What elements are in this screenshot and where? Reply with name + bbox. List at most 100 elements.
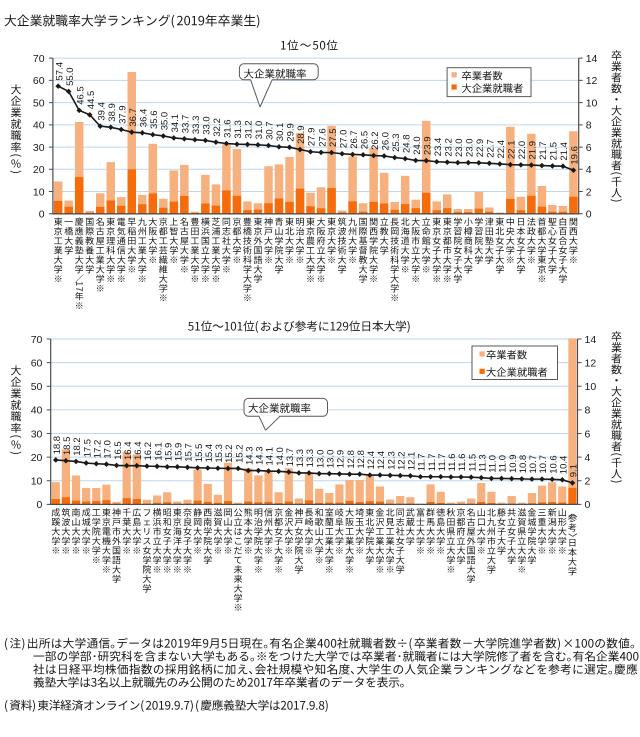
svg-text:11.0: 11.0 [488, 455, 499, 473]
svg-text:6: 6 [586, 142, 592, 154]
svg-text:35.0: 35.0 [160, 112, 171, 131]
svg-text:36.7: 36.7 [128, 108, 139, 127]
svg-text:0: 0 [37, 499, 43, 511]
svg-text:14.3: 14.3 [244, 447, 255, 466]
svg-text:33.7: 33.7 [181, 115, 192, 134]
svg-text:17.0: 17.0 [103, 440, 114, 459]
svg-text:12.1: 12.1 [407, 452, 418, 471]
svg-text:26.5: 26.5 [359, 131, 370, 150]
svg-text:30.1: 30.1 [275, 123, 286, 142]
svg-text:2: 2 [585, 476, 591, 488]
svg-text:14.0: 14.0 [275, 447, 286, 466]
svg-text:35.6: 35.6 [149, 111, 160, 130]
svg-text:15.9: 15.9 [163, 443, 174, 462]
svg-text:18.2: 18.2 [72, 437, 83, 456]
svg-text:16.4: 16.4 [123, 442, 134, 461]
svg-text:10.7: 10.7 [538, 455, 549, 474]
svg-text:27.5: 27.5 [328, 129, 339, 148]
svg-text:13.7: 13.7 [285, 448, 296, 467]
svg-text:10.8: 10.8 [518, 455, 529, 474]
svg-text:26.0: 26.0 [380, 132, 391, 151]
svg-text:31.3: 31.3 [233, 120, 244, 139]
svg-text:57.4: 57.4 [54, 62, 65, 81]
svg-text:10: 10 [585, 381, 597, 393]
svg-text:36.4: 36.4 [139, 109, 150, 128]
svg-text:27.0: 27.0 [338, 130, 349, 149]
svg-text:2: 2 [586, 186, 592, 198]
svg-text:32.2: 32.2 [212, 118, 223, 137]
svg-text:20: 20 [31, 452, 43, 464]
svg-text:16.4: 16.4 [133, 442, 144, 461]
svg-text:14.3: 14.3 [255, 447, 266, 466]
svg-text:27.6: 27.6 [317, 128, 328, 147]
svg-text:29.9: 29.9 [286, 123, 297, 142]
svg-text:44.5: 44.5 [86, 91, 97, 110]
svg-text:9.1: 9.1 [569, 464, 580, 477]
svg-text:11.7: 11.7 [417, 453, 428, 471]
svg-text:13.0: 13.0 [315, 450, 326, 469]
svg-text:10: 10 [33, 186, 45, 198]
svg-text:18.8: 18.8 [52, 436, 63, 455]
svg-text:21.7: 21.7 [538, 141, 549, 160]
svg-text:30: 30 [31, 428, 43, 440]
svg-text:10.7: 10.7 [528, 455, 539, 474]
svg-text:46.5: 46.5 [75, 86, 86, 105]
svg-text:70: 70 [33, 53, 45, 65]
svg-text:12.8: 12.8 [346, 450, 357, 469]
svg-text:38.9: 38.9 [107, 103, 118, 122]
svg-text:15.3: 15.3 [214, 444, 225, 463]
svg-text:16.1: 16.1 [153, 442, 164, 461]
svg-text:24.8: 24.8 [401, 135, 412, 154]
svg-text:40: 40 [33, 120, 45, 132]
svg-text:23.0: 23.0 [454, 139, 465, 158]
svg-text:12.9: 12.9 [336, 450, 347, 469]
svg-text:50: 50 [33, 97, 45, 109]
svg-text:11.0: 11.0 [498, 455, 509, 473]
svg-text:39.4: 39.4 [96, 102, 107, 121]
svg-text:10.4: 10.4 [559, 456, 570, 475]
svg-text:15.5: 15.5 [194, 444, 205, 463]
svg-text:31.6: 31.6 [223, 119, 234, 138]
svg-text:0: 0 [586, 209, 592, 221]
svg-text:20: 20 [33, 164, 45, 176]
svg-text:11.6: 11.6 [447, 454, 458, 472]
svg-text:30: 30 [33, 142, 45, 154]
svg-text:19.6: 19.6 [570, 146, 581, 165]
svg-text:27.9: 27.9 [307, 128, 318, 147]
svg-text:17.5: 17.5 [82, 439, 93, 458]
svg-text:15.9: 15.9 [174, 443, 185, 462]
svg-text:70: 70 [31, 334, 43, 346]
svg-text:22.9: 22.9 [475, 139, 486, 158]
svg-text:34.1: 34.1 [170, 114, 181, 133]
svg-text:22.7: 22.7 [486, 139, 497, 158]
svg-text:12.2: 12.2 [396, 452, 407, 471]
svg-text:10: 10 [31, 476, 43, 488]
svg-text:10: 10 [586, 97, 598, 109]
svg-text:23.0: 23.0 [465, 139, 476, 158]
svg-text:6: 6 [585, 428, 591, 440]
svg-text:23.4: 23.4 [433, 138, 444, 157]
svg-text:11.7: 11.7 [437, 453, 448, 471]
svg-text:31.2: 31.2 [244, 120, 255, 139]
svg-text:23.9: 23.9 [422, 137, 433, 156]
svg-text:14: 14 [586, 53, 598, 65]
svg-text:16.2: 16.2 [143, 442, 154, 461]
svg-text:12: 12 [585, 357, 597, 369]
svg-text:30.7: 30.7 [265, 121, 276, 140]
svg-text:15.7: 15.7 [184, 443, 195, 462]
svg-text:12.8: 12.8 [356, 450, 367, 469]
svg-text:0: 0 [39, 209, 45, 221]
svg-text:15.2: 15.2 [234, 444, 245, 463]
svg-text:21.4: 21.4 [559, 142, 570, 161]
svg-text:17.2: 17.2 [93, 440, 104, 459]
svg-text:23.2: 23.2 [444, 138, 455, 157]
svg-text:28.9: 28.9 [296, 125, 307, 144]
svg-text:18.5: 18.5 [62, 437, 73, 456]
svg-text:55.0: 55.0 [65, 67, 76, 86]
svg-text:11.6: 11.6 [457, 454, 468, 472]
svg-text:15.4: 15.4 [204, 444, 215, 463]
svg-text:12: 12 [586, 75, 598, 87]
svg-text:11.5: 11.5 [467, 454, 478, 472]
svg-text:15.2: 15.2 [224, 444, 235, 463]
svg-text:14: 14 [585, 334, 597, 346]
